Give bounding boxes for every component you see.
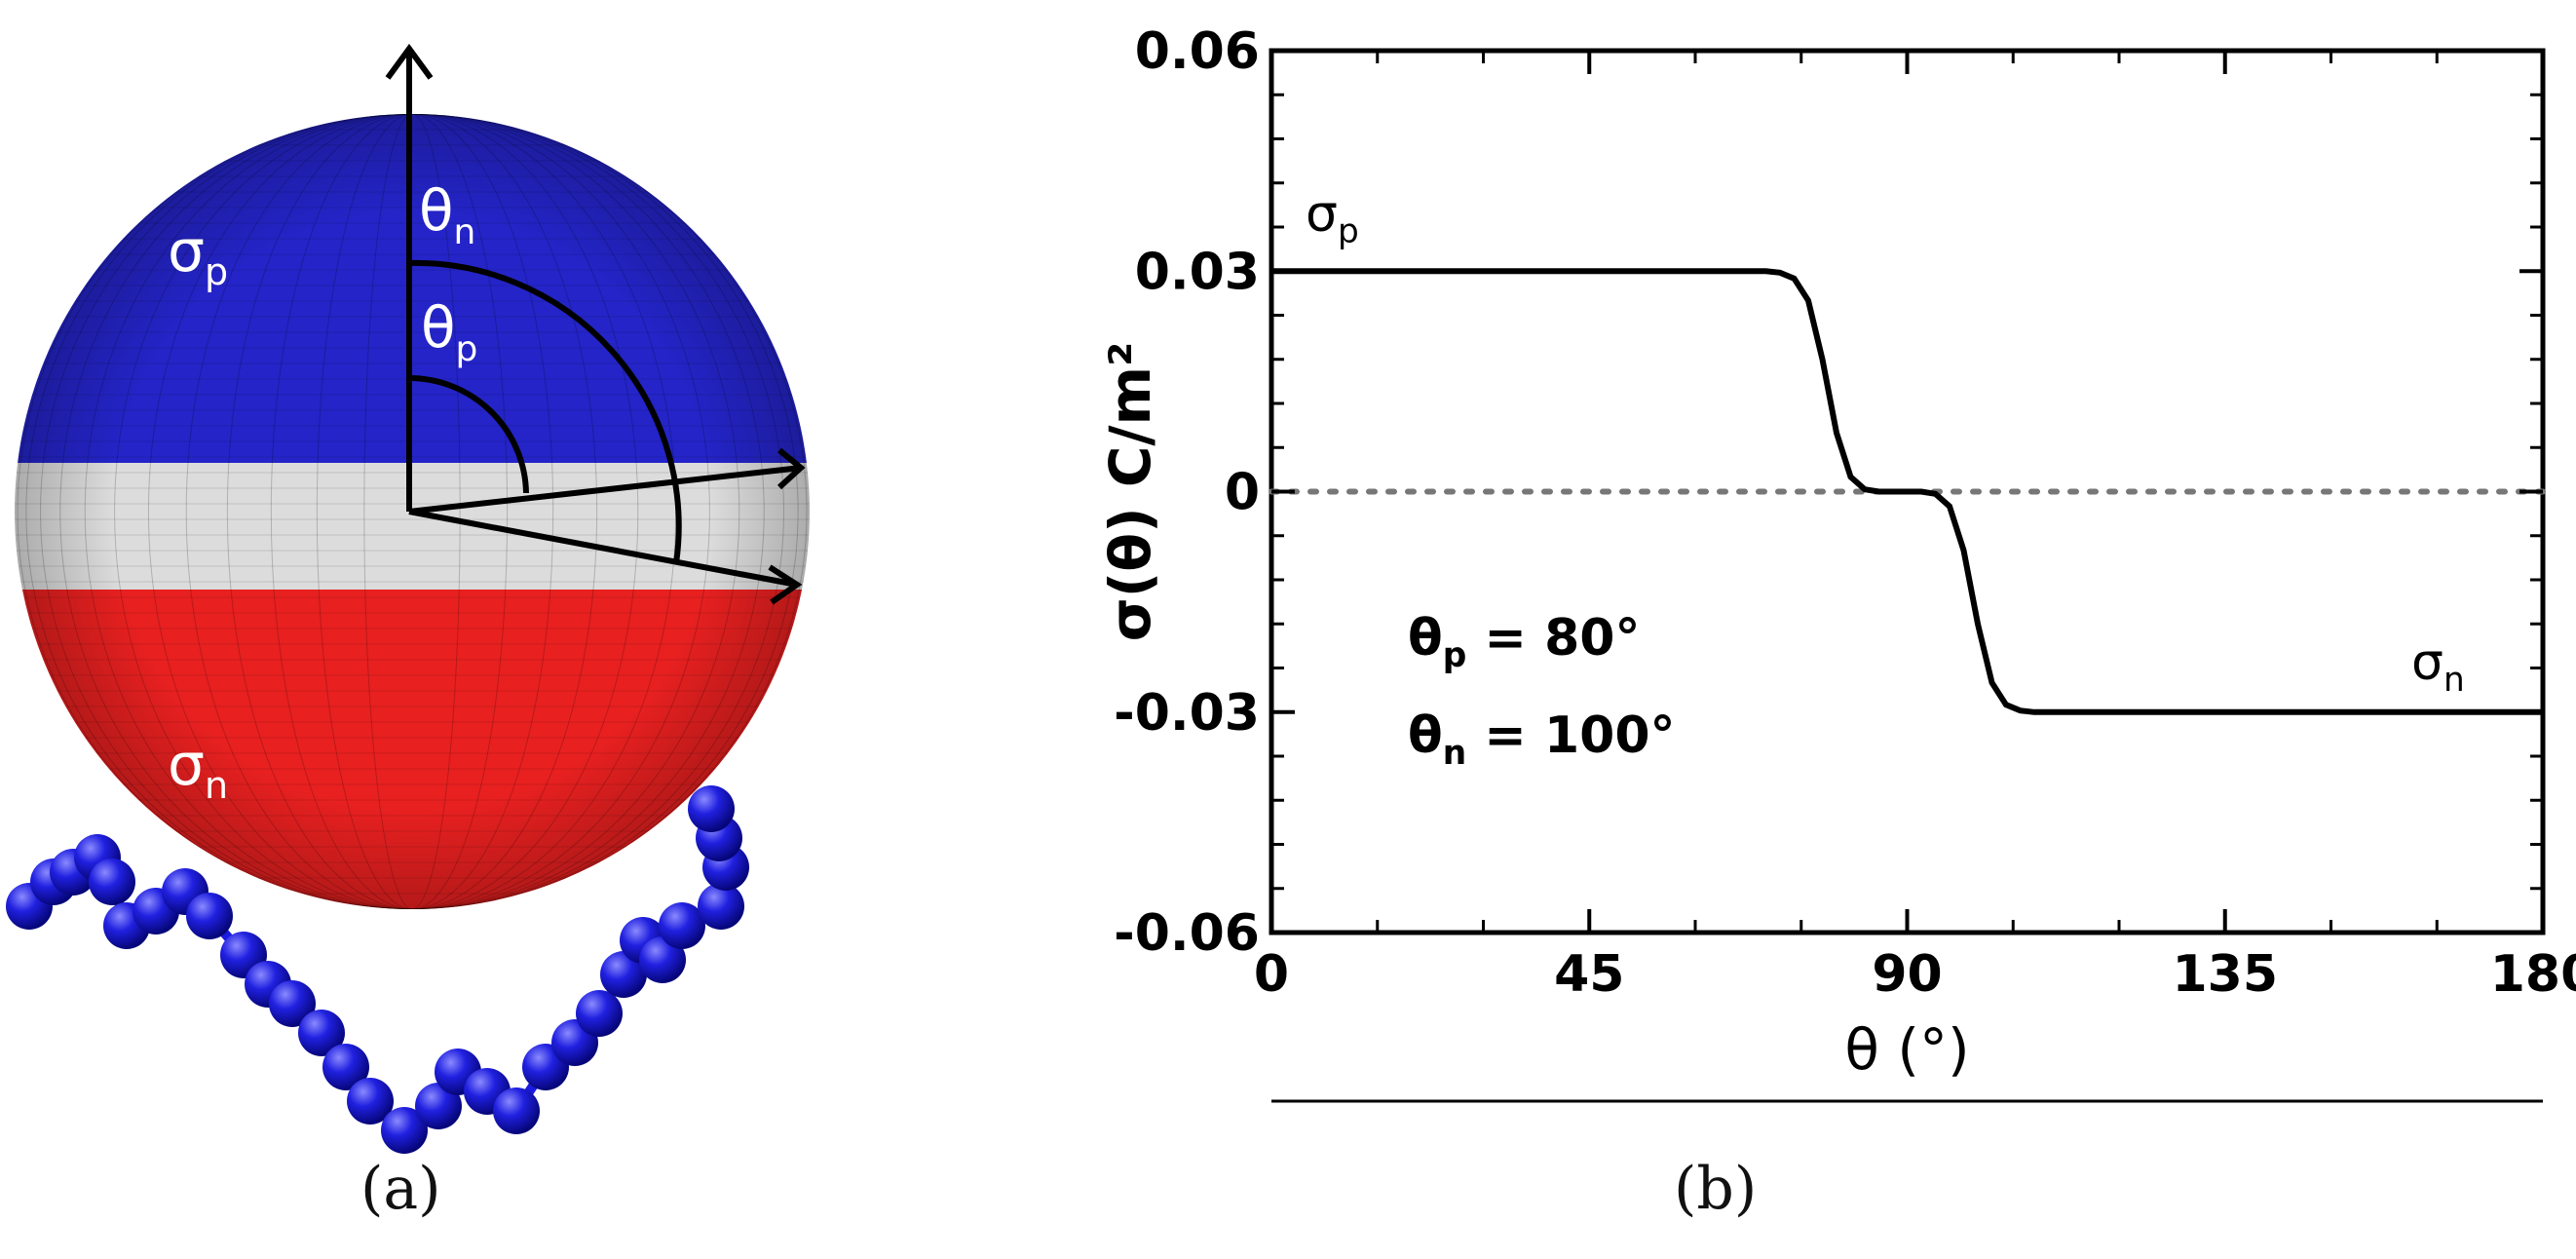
sigma-p-label: σ	[168, 217, 205, 286]
theta-n-subscript: n	[454, 212, 476, 252]
y-tick-label: -0.06	[1114, 904, 1260, 963]
charge-density-chart: 0 45 90 135 180 0.06 0.03 0 -0.03 -0.06 θ (°) σ(…	[1097, 22, 2576, 1103]
svg-text:σn: σn	[168, 731, 228, 807]
sigma-p-subscript: p	[205, 250, 228, 293]
panel-a-caption: (a)	[360, 1155, 441, 1223]
theta-p-subscript: p	[456, 329, 478, 369]
series-line	[1271, 268, 2543, 715]
x-tick-label: 135	[2172, 945, 2278, 1004]
theta-p-ray	[408, 465, 802, 515]
x-tick-label: 0	[1254, 945, 1289, 1004]
polymer-bead	[298, 1010, 345, 1056]
theta-n-label: θ	[419, 177, 454, 244]
angle-geometry	[385, 43, 806, 605]
x-tick-label: 180	[2490, 945, 2576, 1004]
sigma-n-label: σ	[168, 731, 205, 799]
y-tick-label: 0.03	[1135, 243, 1260, 301]
polymer-bead	[576, 990, 623, 1037]
polymer-bead	[600, 951, 647, 998]
theta-p-label: θ	[421, 294, 456, 361]
svg-text:θp: θp	[421, 294, 477, 369]
polymer-bead	[186, 893, 233, 939]
polymer-bead	[639, 936, 686, 983]
x-tick-label: 45	[1554, 945, 1624, 1004]
charge-density-chart-panel: 0 45 90 135 180 0.06 0.03 0 -0.03 -0.06 θ (°) σ(…	[974, 0, 2576, 1259]
x-axis-ticks: 0 45 90 135 180	[1254, 51, 2576, 1004]
y-tick-label: -0.03	[1114, 684, 1260, 743]
polymer-beads-front	[6, 785, 749, 1154]
x-tick-label: 90	[1872, 945, 1942, 1004]
theta-n-arc	[408, 259, 682, 564]
polymer-bead	[415, 1083, 462, 1129]
sphere-illustration-panel: σp θn θp σn (a)	[0, 0, 838, 1259]
polymer-bead	[493, 1087, 540, 1134]
y-tick-label: 0.06	[1135, 22, 1260, 81]
theta-p-arc	[408, 375, 529, 494]
y-tick-label: 0	[1225, 464, 1260, 522]
chart-annotations: σp σn θp = 80° θn = 100°	[1306, 185, 2465, 773]
polymer-bead	[698, 883, 744, 930]
theta-p-arrowhead	[777, 447, 806, 490]
sphere-illustration: σp θn θp σn	[6, 43, 810, 1154]
x-axis-label: θ (°)	[1844, 1016, 1969, 1083]
sigma-p-annotation: σp	[1306, 185, 1359, 251]
polar-axis-arrowhead	[385, 43, 434, 80]
polymer-bead	[688, 785, 735, 832]
polymer-bead	[381, 1107, 428, 1154]
y-axis-ticks: 0.06 0.03 0 -0.03 -0.06	[1114, 22, 2543, 963]
theta-p-annotation: θp = 80°	[1408, 609, 1640, 675]
theta-n-ray	[408, 509, 798, 588]
sphere-labels: σp θn θp σn	[168, 177, 477, 807]
polymer-bead	[89, 858, 135, 905]
polymer-bead	[269, 980, 316, 1027]
sigma-n-annotation: σn	[2411, 633, 2465, 700]
theta-n-arrowhead	[768, 564, 803, 605]
svg-text:σp: σp	[168, 217, 228, 293]
y-axis-label: σ(θ) C/m²	[1097, 342, 1163, 642]
theta-n-annotation: θn = 100°	[1408, 706, 1676, 773]
panel-b-caption: (b)	[1674, 1155, 1758, 1223]
sigma-n-subscript: n	[205, 764, 228, 807]
svg-text:θn: θn	[419, 177, 475, 252]
polymer-bead	[322, 1044, 369, 1090]
polymer-bead	[347, 1078, 394, 1125]
polymer-bead	[659, 902, 705, 949]
